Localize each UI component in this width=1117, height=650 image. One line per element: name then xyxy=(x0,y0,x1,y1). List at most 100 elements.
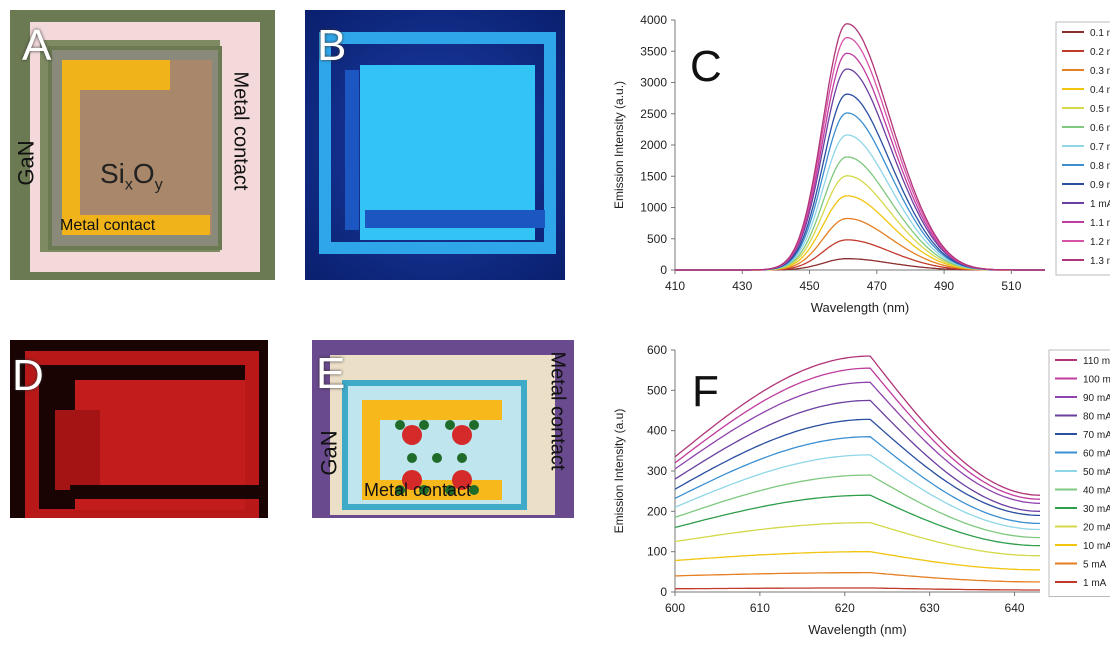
panel-e-schematic xyxy=(312,340,574,518)
x-tick-label: 620 xyxy=(835,601,855,615)
series-line xyxy=(674,551,1040,571)
y-tick-label: 100 xyxy=(647,545,667,559)
series-line xyxy=(675,258,1045,271)
y-axis-title: Emission Intensity (a.u.) xyxy=(612,81,626,209)
x-tick-label: 430 xyxy=(732,279,752,293)
panel-e-metal-contact-bottom: Metal contact xyxy=(364,480,472,500)
panel-e-gan-label: GaN xyxy=(316,430,342,476)
y-tick-label: 2000 xyxy=(640,138,667,152)
series-line xyxy=(675,156,1045,271)
panel-e-label: E xyxy=(316,349,346,398)
y-tick-label: 0 xyxy=(660,263,667,277)
series-line xyxy=(675,134,1045,271)
nanoparticle-cluster xyxy=(395,420,479,495)
series-line xyxy=(674,381,1041,504)
y-tick-label: 200 xyxy=(647,504,667,518)
y-tick-label: 2500 xyxy=(640,107,667,121)
legend-label: 1 mA xyxy=(1083,578,1107,589)
panel-d-micrograph xyxy=(10,340,268,523)
series-line xyxy=(675,175,1045,271)
series-line xyxy=(675,217,1045,271)
x-tick-label: 510 xyxy=(1001,279,1021,293)
series-line xyxy=(674,436,1040,525)
chart-c: 410 430 450 470 490 510 0 500 1000 1500 2000 2500 30… xyxy=(600,5,1117,335)
series-line xyxy=(674,418,1041,517)
legend-label: 0.9 mA xyxy=(1090,180,1110,191)
panel-a-metal-contact-bottom: Metal contact xyxy=(60,217,156,234)
x-tick-label: 610 xyxy=(750,601,770,615)
legend-label: 100 mA xyxy=(1083,375,1110,386)
x-tick-label: 600 xyxy=(665,601,685,615)
series-line xyxy=(674,474,1041,539)
series-line xyxy=(674,355,1041,496)
series-line xyxy=(675,239,1045,271)
y-tick-label: 0 xyxy=(660,585,667,599)
legend-label: 5 mA xyxy=(1083,560,1107,571)
legend-label: 50 mA xyxy=(1083,467,1110,478)
series-line xyxy=(674,521,1040,557)
legend-label: 60 mA xyxy=(1083,449,1110,460)
legend-label: 0.3 mA xyxy=(1090,66,1110,77)
y-tick-label: 1500 xyxy=(640,169,667,183)
legend-label: 1.2 mA xyxy=(1090,237,1110,248)
legend-label: 0.1 mA xyxy=(1090,28,1110,39)
y-tick-label: 4000 xyxy=(640,13,667,27)
x-tick-label: 490 xyxy=(934,279,954,293)
chart-c-svg: 410 430 450 470 490 510 0 500 1000 1500 2000 2500 30… xyxy=(612,13,1117,315)
series-line xyxy=(674,494,1040,547)
chart-f-svg: 600 610 620 630 640 0 100 200 300 400 500 600 Wavele… xyxy=(612,343,1117,637)
y-tick-label: 300 xyxy=(647,464,667,478)
panel-c-label: C xyxy=(690,42,722,91)
legend-label: 80 mA xyxy=(1083,412,1110,423)
panel-a-sioxoy-label: SixOy xyxy=(100,158,163,195)
x-axis-title: Wavelength (nm) xyxy=(808,622,907,637)
panel-a-gan-label: GaN xyxy=(13,140,39,186)
panel-a: A GaN Metal contact Metal contact SixOy xyxy=(10,10,275,280)
series-line xyxy=(674,399,1041,512)
legend-label: 0.7 mA xyxy=(1090,142,1110,153)
panel-b-label: B xyxy=(317,21,347,70)
y-tick-label: 3500 xyxy=(640,44,667,58)
legend-label: 110 mA xyxy=(1083,356,1110,367)
legend-label: 1 mA xyxy=(1090,199,1110,210)
series-line xyxy=(675,23,1045,271)
legend-label: 1.1 mA xyxy=(1090,218,1110,229)
panel-e-metal-contact-right: Metal contact xyxy=(546,351,569,471)
series-line xyxy=(675,68,1045,271)
legend-label: 0.8 mA xyxy=(1090,161,1110,172)
x-tick-label: 410 xyxy=(665,279,685,293)
panel-f-label: F xyxy=(692,367,719,416)
x-tick-label: 450 xyxy=(800,279,820,293)
series-line xyxy=(674,571,1040,583)
series-line xyxy=(675,36,1045,271)
legend-label: 10 mA xyxy=(1083,541,1110,552)
legend-label: 0.6 mA xyxy=(1090,123,1110,134)
y-tick-label: 400 xyxy=(647,424,667,438)
x-tick-label: 470 xyxy=(867,279,887,293)
y-tick-label: 1000 xyxy=(640,201,667,215)
y-tick-label: 500 xyxy=(647,232,667,246)
legend-label: 0.2 mA xyxy=(1090,47,1110,58)
y-tick-label: 3000 xyxy=(640,76,667,90)
sio-y: y xyxy=(154,176,163,194)
chart-f: 600 610 620 630 640 0 100 200 300 400 500 600 Wavele… xyxy=(600,340,1117,645)
legend-label: 0.4 mA xyxy=(1090,85,1110,96)
x-tick-label: 630 xyxy=(920,601,940,615)
legend-label: 0.5 mA xyxy=(1090,104,1110,115)
y-tick-label: 500 xyxy=(647,383,667,397)
legend-label: 40 mA xyxy=(1083,486,1110,497)
y-tick-label: 600 xyxy=(647,343,667,357)
panel-a-metal-contact-right: Metal contact xyxy=(229,71,252,191)
panel-d: D xyxy=(10,340,268,523)
series-line xyxy=(674,587,1040,591)
series-line xyxy=(674,367,1041,500)
panel-b: B xyxy=(305,10,565,280)
legend-label: 90 mA xyxy=(1083,393,1110,404)
y-axis-title: Emission Intensity (a.u) xyxy=(612,409,626,534)
panel-e: E GaN Metal contact Metal contact xyxy=(312,340,574,518)
legend-label: 70 mA xyxy=(1083,430,1110,441)
legend-label: 1.3 mA xyxy=(1090,256,1110,267)
sio-o: O xyxy=(132,158,155,189)
legend-box xyxy=(1055,21,1117,276)
x-tick-label: 640 xyxy=(1005,601,1025,615)
